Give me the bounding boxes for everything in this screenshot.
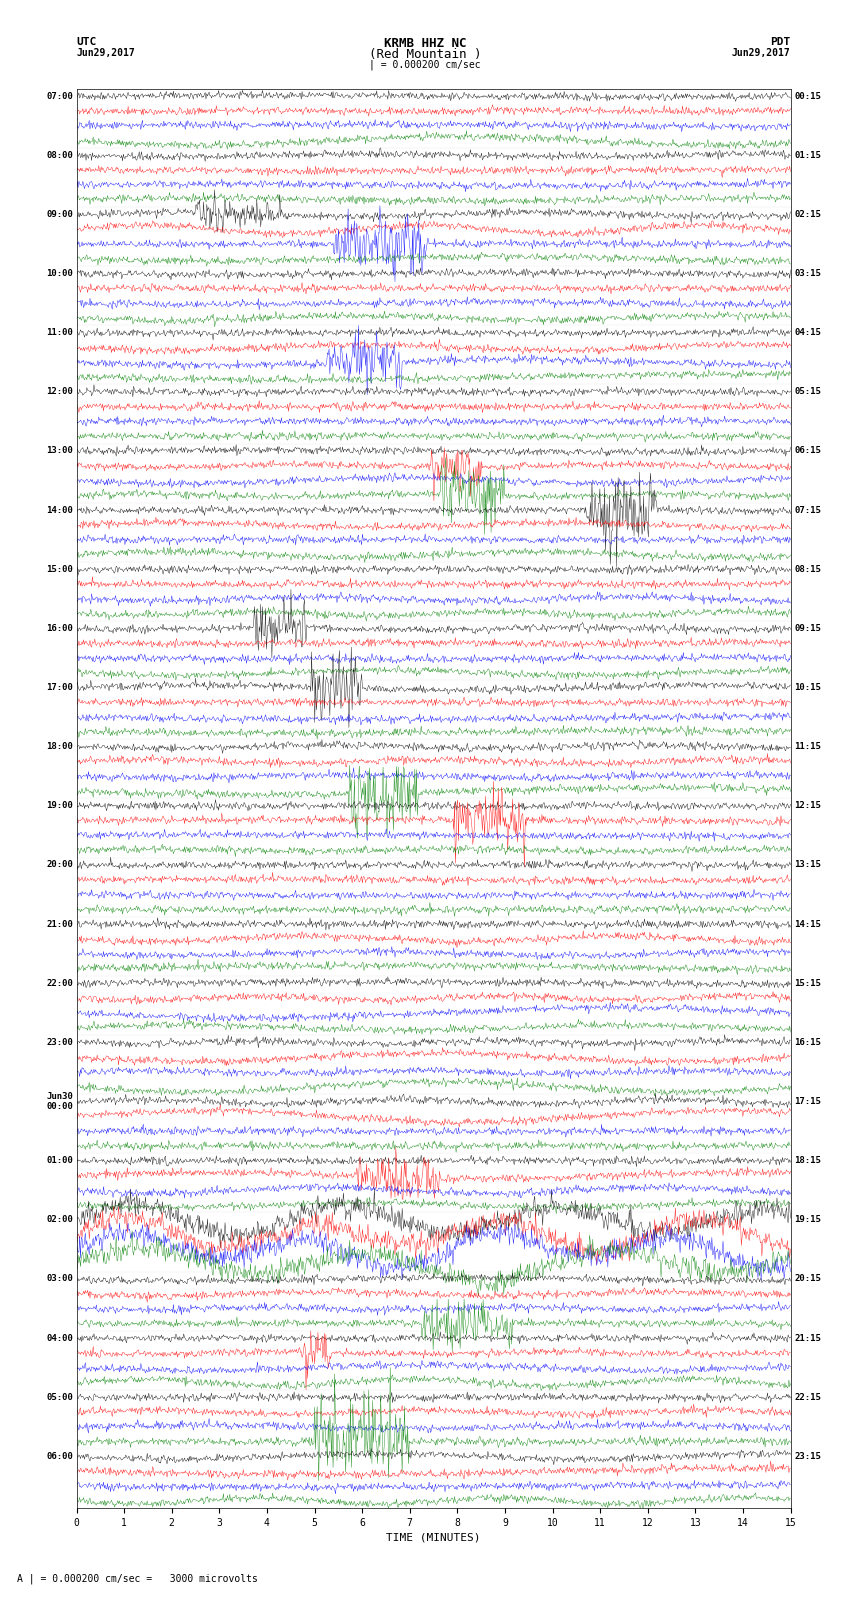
Text: 01:00: 01:00 [46,1157,73,1165]
Text: 20:00: 20:00 [46,860,73,869]
Text: 18:15: 18:15 [794,1157,821,1165]
X-axis label: TIME (MINUTES): TIME (MINUTES) [386,1532,481,1542]
Text: 07:15: 07:15 [794,505,821,515]
Text: 12:00: 12:00 [46,387,73,397]
Text: A | = 0.000200 cm/sec =   3000 microvolts: A | = 0.000200 cm/sec = 3000 microvolts [17,1573,258,1584]
Text: 15:00: 15:00 [46,565,73,574]
Text: 16:15: 16:15 [794,1037,821,1047]
Text: 05:15: 05:15 [794,387,821,397]
Text: 03:00: 03:00 [46,1274,73,1284]
Text: 23:00: 23:00 [46,1037,73,1047]
Text: 13:15: 13:15 [794,860,821,869]
Text: 17:00: 17:00 [46,682,73,692]
Text: Jun29,2017: Jun29,2017 [732,48,791,58]
Text: 18:00: 18:00 [46,742,73,752]
Text: 10:15: 10:15 [794,682,821,692]
Text: 09:15: 09:15 [794,624,821,632]
Text: 11:15: 11:15 [794,742,821,752]
Text: 06:15: 06:15 [794,447,821,455]
Text: (Red Mountain ): (Red Mountain ) [369,48,481,61]
Text: 14:00: 14:00 [46,505,73,515]
Text: 04:15: 04:15 [794,327,821,337]
Text: 04:00: 04:00 [46,1334,73,1342]
Text: PDT: PDT [770,37,790,47]
Text: 07:00: 07:00 [46,92,73,100]
Text: 02:15: 02:15 [794,210,821,219]
Text: 11:00: 11:00 [46,327,73,337]
Text: 16:00: 16:00 [46,624,73,632]
Text: 22:00: 22:00 [46,979,73,987]
Text: 19:15: 19:15 [794,1215,821,1224]
Text: 00:15: 00:15 [794,92,821,100]
Text: 01:15: 01:15 [794,150,821,160]
Text: 23:15: 23:15 [794,1452,821,1461]
Text: KRMB HHZ NC: KRMB HHZ NC [383,37,467,50]
Text: 08:15: 08:15 [794,565,821,574]
Text: 22:15: 22:15 [794,1392,821,1402]
Text: 06:00: 06:00 [46,1452,73,1461]
Text: 14:15: 14:15 [794,919,821,929]
Text: 02:00: 02:00 [46,1215,73,1224]
Text: 19:00: 19:00 [46,802,73,810]
Text: 21:00: 21:00 [46,919,73,929]
Text: Jun30
00:00: Jun30 00:00 [46,1092,73,1111]
Text: 17:15: 17:15 [794,1097,821,1107]
Text: 10:00: 10:00 [46,269,73,277]
Text: 21:15: 21:15 [794,1334,821,1342]
Text: 15:15: 15:15 [794,979,821,987]
Text: 09:00: 09:00 [46,210,73,219]
Text: 03:15: 03:15 [794,269,821,277]
Text: 05:00: 05:00 [46,1392,73,1402]
Text: 08:00: 08:00 [46,150,73,160]
Text: 13:00: 13:00 [46,447,73,455]
Text: 12:15: 12:15 [794,802,821,810]
Text: | = 0.000200 cm/sec: | = 0.000200 cm/sec [369,60,481,71]
Text: 20:15: 20:15 [794,1274,821,1284]
Text: Jun29,2017: Jun29,2017 [76,48,135,58]
Text: UTC: UTC [76,37,97,47]
